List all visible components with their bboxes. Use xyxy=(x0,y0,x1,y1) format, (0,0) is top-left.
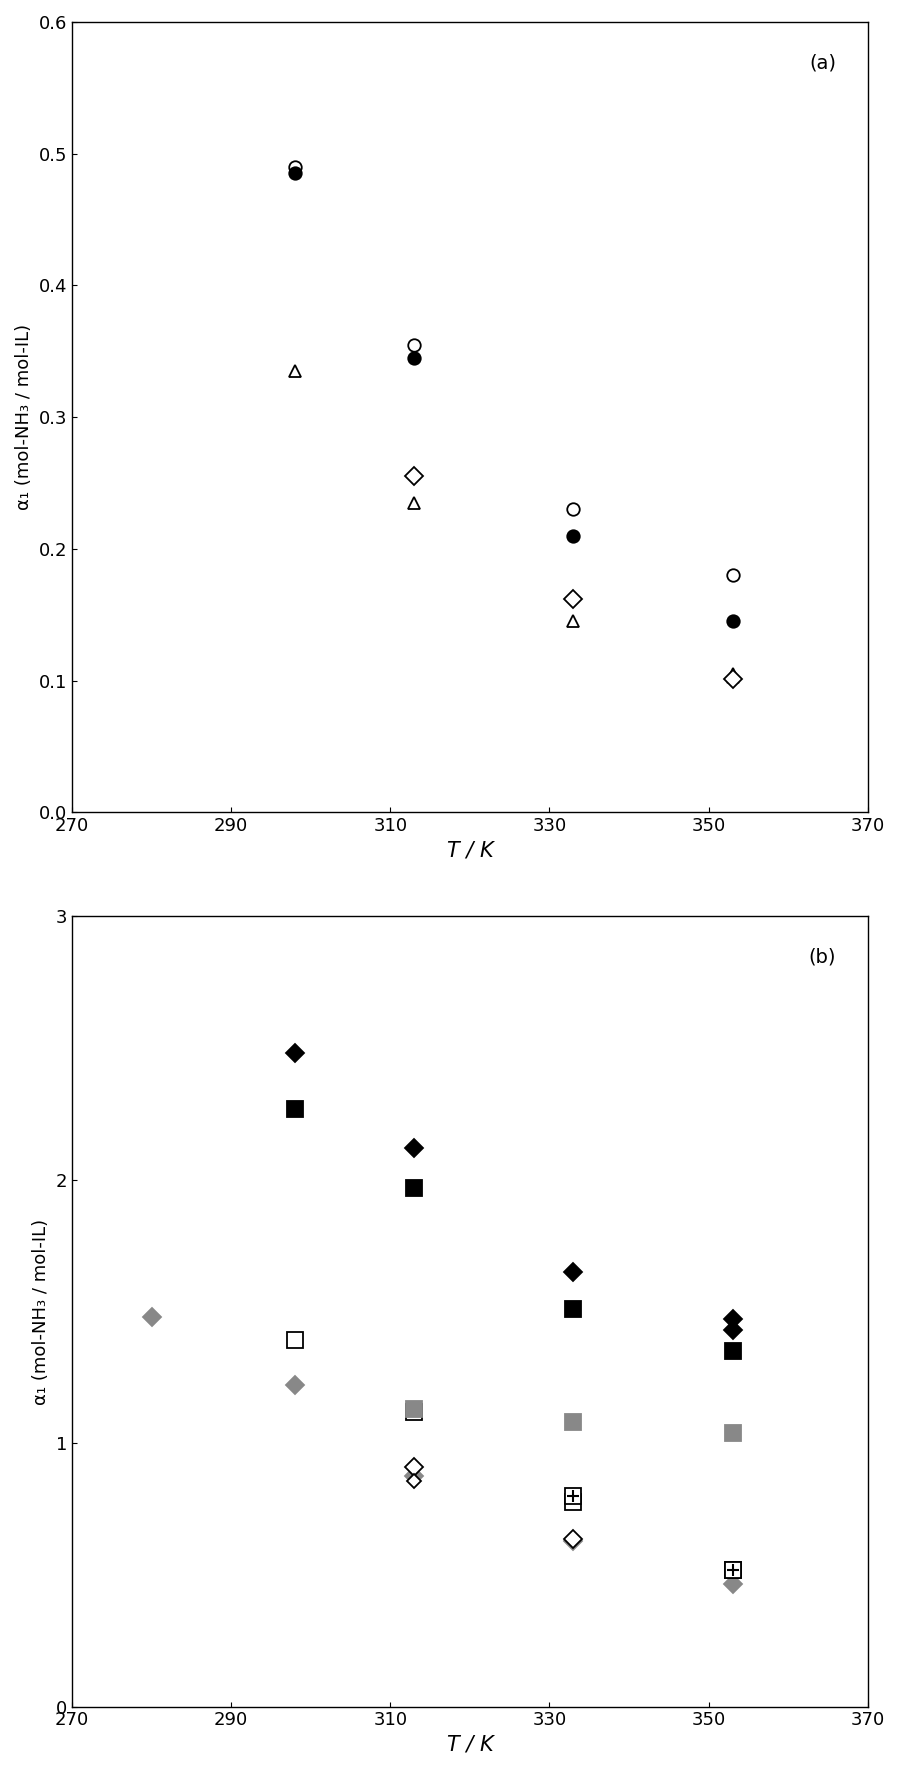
Text: (a): (a) xyxy=(809,53,836,73)
Y-axis label: α₁ (mol-NH₃ / mol-IL): α₁ (mol-NH₃ / mol-IL) xyxy=(15,324,33,510)
Text: (b): (b) xyxy=(808,949,836,966)
X-axis label: T / K: T / K xyxy=(446,841,493,860)
X-axis label: T / K: T / K xyxy=(446,1735,493,1756)
Y-axis label: α₁ (mol-NH₃ / mol-IL): α₁ (mol-NH₃ / mol-IL) xyxy=(32,1218,50,1405)
